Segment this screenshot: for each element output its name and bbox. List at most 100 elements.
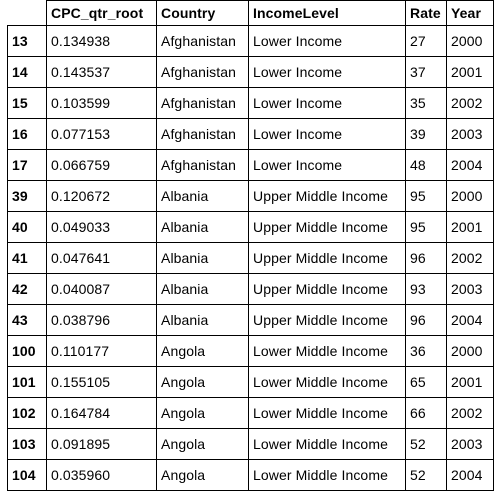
cell-income-level: Upper Middle Income [248, 211, 406, 243]
table-row: 39 0.120672 Albania Upper Middle Income 95 20… [7, 180, 494, 212]
cell-rate: 52 [405, 459, 447, 491]
cell-year: 2001 [446, 211, 494, 243]
cell-cpc-qtr-root: 0.038796 [46, 304, 157, 336]
cell-rate: 36 [405, 335, 447, 367]
cell-country: Afghanistan [156, 149, 249, 181]
table-row: 102 0.164784 Angola Lower Middle Income 66 20… [7, 397, 494, 429]
cell-country: Albania [156, 242, 249, 274]
cell-country: Albania [156, 211, 249, 243]
cell-rate: 52 [405, 428, 447, 460]
dataframe-table: CPC_qtr_root Country IncomeLevel Rate Ye… [7, 0, 494, 491]
cell-country: Angola [156, 366, 249, 398]
cell-year: 2003 [446, 118, 494, 150]
cell-country: Angola [156, 459, 249, 491]
cell-income-level: Upper Middle Income [248, 304, 406, 336]
cell-income-level: Lower Income [248, 87, 406, 119]
table-row: 103 0.091895 Angola Lower Middle Income 52 20… [7, 428, 494, 460]
cell-year: 2001 [446, 366, 494, 398]
cell-cpc-qtr-root: 0.047641 [46, 242, 157, 274]
column-header-rate: Rate [405, 0, 447, 26]
row-index: 103 [7, 428, 47, 460]
cell-cpc-qtr-root: 0.134938 [46, 25, 157, 57]
cell-country: Angola [156, 397, 249, 429]
cell-year: 2004 [446, 304, 494, 336]
table-row: 14 0.143537 Afghanistan Lower Income 37 2001 [7, 56, 494, 88]
table-row: 100 0.110177 Angola Lower Middle Income 36 20… [7, 335, 494, 367]
table-row: 104 0.035960 Angola Lower Middle Income 52 20… [7, 459, 494, 491]
cell-income-level: Lower Income [248, 118, 406, 150]
cell-year: 2002 [446, 242, 494, 274]
cell-cpc-qtr-root: 0.164784 [46, 397, 157, 429]
cell-country: Angola [156, 335, 249, 367]
cell-country: Albania [156, 273, 249, 305]
cell-rate: 65 [405, 366, 447, 398]
cell-income-level: Upper Middle Income [248, 242, 406, 274]
cell-cpc-qtr-root: 0.091895 [46, 428, 157, 460]
row-index: 17 [7, 149, 47, 181]
cell-rate: 95 [405, 180, 447, 212]
cell-country: Albania [156, 304, 249, 336]
table-row: 15 0.103599 Afghanistan Lower Income 35 2002 [7, 87, 494, 119]
cell-year: 2004 [446, 149, 494, 181]
table-body: 13 0.134938 Afghanistan Lower Income 27 2000 1… [7, 25, 494, 491]
cell-year: 2000 [446, 25, 494, 57]
row-index: 40 [7, 211, 47, 243]
cell-income-level: Lower Middle Income [248, 397, 406, 429]
row-index: 41 [7, 242, 47, 274]
row-index: 39 [7, 180, 47, 212]
cell-income-level: Lower Income [248, 25, 406, 57]
row-index: 16 [7, 118, 47, 150]
cell-country: Angola [156, 428, 249, 460]
column-header-year: Year [446, 0, 494, 26]
cell-rate: 48 [405, 149, 447, 181]
cell-rate: 37 [405, 56, 447, 88]
cell-cpc-qtr-root: 0.077153 [46, 118, 157, 150]
cell-year: 2002 [446, 87, 494, 119]
cell-cpc-qtr-root: 0.066759 [46, 149, 157, 181]
cell-year: 2000 [446, 180, 494, 212]
table-row: 43 0.038796 Albania Upper Middle Income 96 20… [7, 304, 494, 336]
cell-rate: 93 [405, 273, 447, 305]
cell-country: Afghanistan [156, 118, 249, 150]
cell-rate: 39 [405, 118, 447, 150]
cell-rate: 66 [405, 397, 447, 429]
cell-rate: 96 [405, 242, 447, 274]
table-header: CPC_qtr_root Country IncomeLevel Rate Ye… [7, 0, 494, 26]
row-index: 101 [7, 366, 47, 398]
cell-cpc-qtr-root: 0.120672 [46, 180, 157, 212]
table-row: 40 0.049033 Albania Upper Middle Income 95 20… [7, 211, 494, 243]
cell-income-level: Upper Middle Income [248, 180, 406, 212]
column-header-cpc-qtr-root: CPC_qtr_root [46, 0, 157, 26]
cell-year: 2002 [446, 397, 494, 429]
cell-income-level: Lower Income [248, 56, 406, 88]
row-index: 13 [7, 25, 47, 57]
cell-country: Afghanistan [156, 25, 249, 57]
row-index: 14 [7, 56, 47, 88]
cell-income-level: Lower Income [248, 149, 406, 181]
cell-rate: 35 [405, 87, 447, 119]
cell-year: 2001 [446, 56, 494, 88]
row-index: 42 [7, 273, 47, 305]
cell-year: 2003 [446, 273, 494, 305]
cell-year: 2003 [446, 428, 494, 460]
table-row: 16 0.077153 Afghanistan Lower Income 39 2003 [7, 118, 494, 150]
table-row: 101 0.155105 Angola Lower Middle Income 65 20… [7, 366, 494, 398]
cell-country: Afghanistan [156, 87, 249, 119]
cell-year: 2004 [446, 459, 494, 491]
cell-rate: 95 [405, 211, 447, 243]
column-header-country: Country [156, 0, 249, 26]
cell-cpc-qtr-root: 0.103599 [46, 87, 157, 119]
row-index: 43 [7, 304, 47, 336]
row-index: 100 [7, 335, 47, 367]
cell-cpc-qtr-root: 0.049033 [46, 211, 157, 243]
cell-country: Albania [156, 180, 249, 212]
table-row: 41 0.047641 Albania Upper Middle Income 96 20… [7, 242, 494, 274]
header-row: CPC_qtr_root Country IncomeLevel Rate Ye… [7, 0, 494, 26]
cell-income-level: Lower Middle Income [248, 366, 406, 398]
table-row: 13 0.134938 Afghanistan Lower Income 27 2000 [7, 25, 494, 57]
cell-cpc-qtr-root: 0.040087 [46, 273, 157, 305]
row-index: 104 [7, 459, 47, 491]
table-row: 17 0.066759 Afghanistan Lower Income 48 2004 [7, 149, 494, 181]
cell-country: Afghanistan [156, 56, 249, 88]
column-header-income-level: IncomeLevel [248, 0, 406, 26]
